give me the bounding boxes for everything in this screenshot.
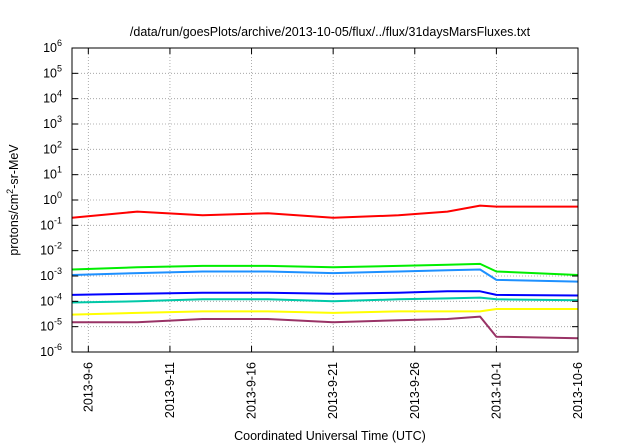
y-tick-label-base: 10 — [40, 294, 54, 308]
y-tick-label: 106 — [43, 38, 62, 55]
chart-title: /data/run/goesPlots/archive/2013-10-05/f… — [130, 25, 531, 39]
tick-labels: 10-610-510-410-310-210-11001011021031041… — [40, 38, 585, 419]
y-tick-label: 10-4 — [40, 291, 62, 308]
y-tick-label-base: 10 — [43, 142, 57, 156]
y-tick-label: 104 — [43, 89, 62, 106]
series-line-4 — [71, 290, 579, 297]
x-tick-label: 2013-9-21 — [326, 362, 340, 419]
y-tick-label-exp: 2 — [57, 139, 62, 149]
y-tick-label-base: 10 — [43, 41, 57, 55]
y-tick-label: 103 — [43, 114, 62, 131]
x-axis-label: Coordinated Universal Time (UTC) — [234, 429, 426, 443]
y-tick-label-exp: 5 — [57, 63, 62, 73]
y-tick-label-base: 10 — [43, 168, 57, 182]
y-tick-label-exp: 3 — [57, 114, 62, 124]
y-tick-label: 10-6 — [40, 342, 62, 359]
y-axis-label-rest: -sr-MeV — [7, 144, 21, 189]
ticks — [72, 47, 579, 353]
y-tick-label-exp: 1 — [57, 165, 62, 175]
y-axis-label: protons/cm2-sr-MeV — [5, 144, 21, 256]
y-tick-label: 100 — [43, 190, 62, 207]
x-tick-label: 2013-9-16 — [245, 362, 259, 419]
y-tick-label-base: 10 — [43, 92, 57, 106]
series-line-7 — [72, 315, 579, 340]
x-tick-label: 2013-10-1 — [489, 362, 503, 419]
y-tick-label-exp: -5 — [54, 317, 62, 327]
y-tick-label: 10-1 — [40, 215, 62, 232]
y-axis-label-base: protons/cm — [7, 194, 21, 256]
y-tick-label-exp: -4 — [54, 291, 62, 301]
grid — [72, 48, 579, 352]
series-line-3 — [71, 268, 579, 283]
y-tick-label-base: 10 — [40, 345, 54, 359]
y-tick-label-exp: -1 — [54, 215, 62, 225]
x-tick-label: 2013-9-11 — [163, 362, 177, 418]
y-tick-label-exp: -3 — [54, 266, 62, 276]
y-tick-label-base: 10 — [40, 269, 54, 283]
series-line-5 — [71, 296, 579, 304]
y-tick-label: 105 — [43, 63, 62, 80]
y-tick-label: 10-5 — [40, 317, 62, 334]
y-tick-label-exp: -2 — [54, 241, 62, 251]
y-tick-label-base: 10 — [40, 218, 54, 232]
y-tick-label: 10-2 — [40, 241, 62, 258]
y-tick-label-exp: 0 — [57, 190, 62, 200]
x-tick-label: 2013-9-6 — [81, 362, 95, 412]
y-tick-label-exp: 6 — [57, 38, 62, 48]
y-tick-label-base: 10 — [40, 244, 54, 258]
x-tick-label: 2013-9-26 — [408, 362, 422, 419]
y-tick-label-exp: -6 — [54, 342, 62, 352]
series-line-1 — [71, 204, 578, 219]
y-tick-label-base: 10 — [43, 66, 57, 80]
y-tick-label: 10-3 — [40, 266, 62, 283]
series-group — [71, 204, 579, 340]
series-line-6 — [71, 308, 578, 316]
y-tick-label-base: 10 — [40, 320, 54, 334]
y-tick-label-base: 10 — [43, 193, 57, 207]
x-tick-label: 2013-10-6 — [571, 362, 585, 419]
series-line-2 — [71, 262, 579, 276]
y-tick-label-base: 10 — [43, 117, 57, 131]
y-axis-label-sup: 2 — [5, 189, 15, 194]
y-tick-label-exp: 4 — [57, 89, 62, 99]
y-tick-label: 101 — [43, 165, 62, 182]
y-tick-label: 102 — [43, 139, 62, 156]
